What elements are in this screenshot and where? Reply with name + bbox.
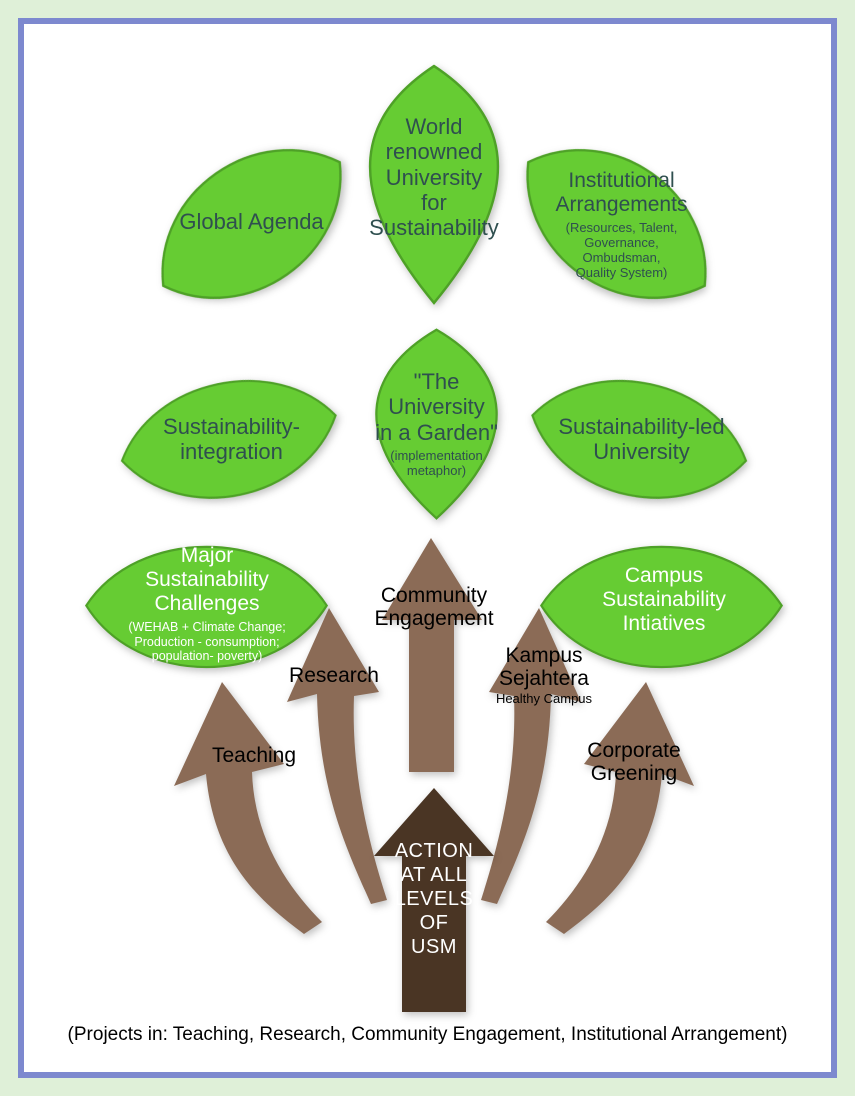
arrow-label-text: CorporateGreening [564, 739, 704, 785]
diagram-stage: WorldrenownedUniversityforSustainability… [24, 24, 831, 1072]
arrow-label-text: Research [279, 664, 389, 687]
leaf-subtitle: (Resources, Talent,Governance,Ombudsman,… [524, 221, 719, 281]
leaf-garden-label: "TheUniversityin a Garden" (implementati… [349, 369, 524, 479]
arrow-corporate-label: CorporateGreening [564, 739, 704, 785]
footnote-text: (Projects in: Teaching, Research, Commun… [68, 1024, 788, 1045]
leaf-institutional-label: InstitutionalArrangements (Resources, Ta… [524, 169, 719, 281]
leaf-title: "TheUniversityin a Garden" [349, 369, 524, 445]
leaf-global-agenda-label: Global Agenda [164, 209, 339, 234]
arrow-research-label: Research [279, 664, 389, 687]
leaf-title: Sustainability-integration [139, 414, 324, 465]
leaf-sust-integration-label: Sustainability-integration [139, 414, 324, 465]
leaf-title: Sustainability-ledUniversity [544, 414, 739, 465]
leaf-title: Global Agenda [164, 209, 339, 234]
arrow-community [374, 534, 489, 774]
trunk-text: ACTIONAT ALLLEVELSOFUSM [395, 840, 474, 958]
inner-frame: WorldrenownedUniversityforSustainability… [18, 18, 837, 1078]
arrow-corporate [544, 674, 724, 934]
leaf-sust-led-label: Sustainability-ledUniversity [544, 414, 739, 465]
leaf-title: InstitutionalArrangements [524, 169, 719, 217]
outer-frame: WorldrenownedUniversityforSustainability… [0, 0, 855, 1096]
trunk-label: ACTIONAT ALLLEVELSOFUSM [382, 839, 486, 959]
leaf-subtitle: (implementationmetaphor) [349, 449, 524, 479]
footnote: (Projects in: Teaching, Research, Commun… [24, 1024, 831, 1046]
